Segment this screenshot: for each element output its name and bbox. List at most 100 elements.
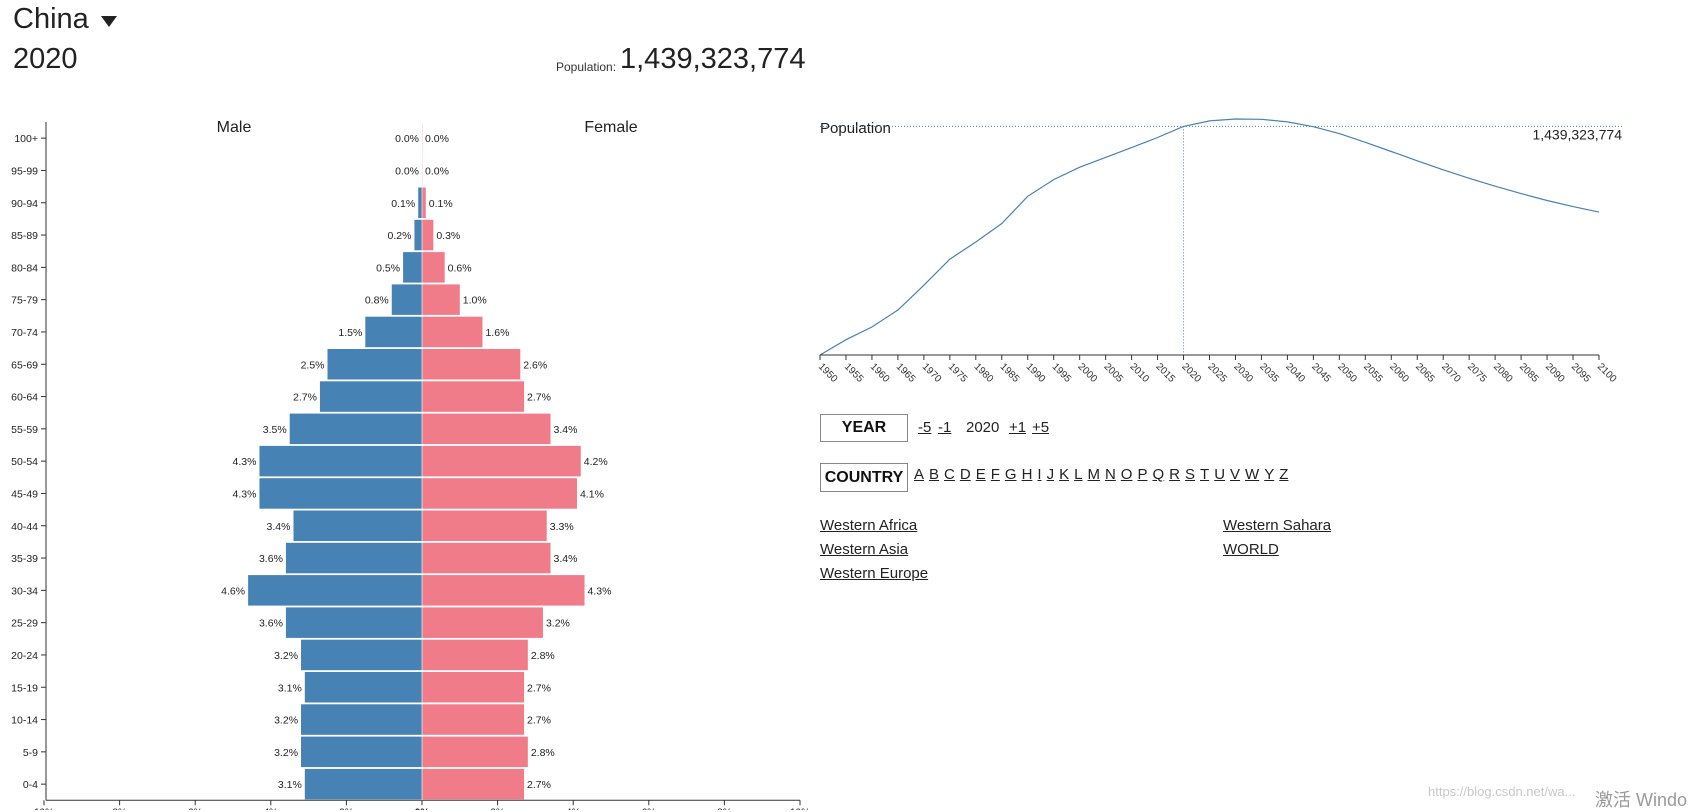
- year-tick-label: 2035: [1257, 361, 1281, 385]
- male-bar: [391, 284, 422, 315]
- letter-link-v[interactable]: V: [1230, 466, 1241, 483]
- letter-link-p[interactable]: P: [1137, 466, 1148, 483]
- letter-link-e[interactable]: E: [975, 466, 986, 483]
- x-tick-label: 4%: [264, 807, 279, 810]
- male-value-label: 4.6%: [221, 585, 245, 597]
- x-tick-label: 10%: [790, 807, 810, 810]
- year-tick-label: 1985: [998, 361, 1022, 385]
- female-bar: [422, 349, 521, 380]
- male-value-label: 0.1%: [391, 198, 415, 210]
- year-tick-label: 2050: [1335, 361, 1359, 385]
- letter-link-h[interactable]: H: [1021, 466, 1033, 483]
- female-value-label: 2.7%: [527, 779, 551, 791]
- letter-link-l[interactable]: L: [1074, 466, 1083, 483]
- letter-link-u[interactable]: U: [1214, 466, 1226, 483]
- letter-link-m[interactable]: M: [1087, 466, 1100, 483]
- letter-link-s[interactable]: S: [1185, 466, 1196, 483]
- age-group-label: 40-44: [11, 521, 38, 533]
- female-bar: [422, 639, 528, 671]
- age-group-label: 10-14: [11, 715, 38, 727]
- region-link-western-asia[interactable]: Western Asia: [820, 541, 909, 558]
- female-value-label: 3.4%: [554, 553, 578, 565]
- male-bar: [319, 381, 422, 412]
- female-bar: [422, 445, 581, 477]
- male-bar: [365, 316, 422, 348]
- letter-link-d[interactable]: D: [959, 466, 971, 483]
- watermark-url: https://blog.csdn.net/wa...: [1428, 784, 1576, 799]
- male-bar: [259, 478, 422, 509]
- year-minus1-link[interactable]: -1: [938, 419, 952, 436]
- year-tick-label: 2095: [1569, 361, 1593, 385]
- year-tick-label: 2055: [1361, 361, 1385, 385]
- female-bar: [422, 607, 543, 638]
- year-tick-label: 1970: [920, 361, 944, 385]
- letter-link-k[interactable]: K: [1059, 466, 1070, 483]
- male-bar: [301, 736, 422, 768]
- year-tick-label: 2000: [1076, 361, 1100, 385]
- year-tick-label: 1995: [1050, 361, 1074, 385]
- age-group-label: 5-9: [23, 747, 38, 759]
- letter-link-t[interactable]: T: [1200, 466, 1210, 483]
- year-plus1-link[interactable]: +1: [1009, 419, 1027, 436]
- male-bar: [285, 607, 422, 638]
- region-link-world[interactable]: WORLD: [1223, 541, 1279, 558]
- x-tick-label: 8%: [717, 807, 732, 810]
- age-group-label: 90-94: [11, 198, 38, 210]
- letter-link-w[interactable]: W: [1245, 466, 1260, 483]
- region-link-western-sahara[interactable]: Western Sahara: [1223, 517, 1332, 534]
- female-bar: [422, 284, 460, 315]
- letter-link-g[interactable]: G: [1004, 466, 1017, 483]
- year-tick-label: 1990: [1024, 361, 1048, 385]
- age-group-label: 100+: [14, 133, 38, 145]
- female-bar: [422, 704, 525, 735]
- male-value-label: 0.0%: [395, 133, 419, 145]
- male-bar: [414, 219, 422, 251]
- age-group-label: 85-89: [11, 230, 38, 242]
- age-group-label: 45-49: [11, 488, 38, 500]
- activation-watermark: 激活 Windo: [1595, 790, 1688, 810]
- year-tick-label: 2070: [1439, 361, 1463, 385]
- letter-link-z[interactable]: Z: [1279, 466, 1289, 483]
- male-value-label: 3.6%: [259, 618, 283, 630]
- letter-link-o[interactable]: O: [1120, 466, 1133, 483]
- year-plus5-link[interactable]: +5: [1032, 419, 1050, 436]
- year-tick-label: 2045: [1309, 361, 1333, 385]
- letter-link-n[interactable]: N: [1104, 466, 1116, 483]
- male-bar: [289, 413, 422, 445]
- year-tick-label: 1955: [842, 361, 866, 385]
- current-year: 2020: [966, 419, 1000, 436]
- letter-link-f[interactable]: F: [990, 466, 1000, 483]
- age-group-label: 30-34: [11, 585, 38, 597]
- letter-link-i[interactable]: I: [1037, 466, 1042, 483]
- year-tick-label: 2015: [1153, 361, 1177, 385]
- age-group-label: 25-29: [11, 618, 38, 630]
- letter-link-y[interactable]: Y: [1264, 466, 1275, 483]
- region-link-western-africa[interactable]: Western Africa: [820, 517, 918, 534]
- age-group-label: 20-24: [11, 650, 38, 662]
- year-tick-label: 1950: [816, 361, 840, 385]
- year-minus5-link[interactable]: -5: [918, 419, 932, 436]
- male-value-label: 4.3%: [233, 488, 257, 500]
- male-label: Male: [217, 119, 252, 136]
- country-selector[interactable]: China: [13, 3, 117, 36]
- letter-link-r[interactable]: R: [1169, 466, 1180, 483]
- year-tick-label: 2010: [1127, 361, 1151, 385]
- letter-link-b[interactable]: B: [929, 466, 940, 483]
- male-value-label: 2.7%: [293, 392, 317, 404]
- letter-link-q[interactable]: Q: [1152, 466, 1165, 483]
- female-bar: [422, 672, 525, 703]
- male-bar: [301, 639, 422, 671]
- year-tick-label: 2075: [1465, 361, 1489, 385]
- letter-link-a[interactable]: A: [914, 466, 925, 483]
- letter-link-c[interactable]: C: [944, 466, 955, 483]
- line-chart-title: Population: [820, 120, 891, 137]
- region-link-western-europe[interactable]: Western Europe: [820, 565, 929, 582]
- year-tick-label: 2020: [1179, 361, 1203, 385]
- female-bar: [422, 768, 525, 800]
- letter-link-j[interactable]: J: [1046, 466, 1055, 483]
- male-value-label: 3.6%: [259, 553, 283, 565]
- x-tick-label: 6%: [642, 807, 657, 810]
- year-tick-label: 2005: [1102, 361, 1126, 385]
- female-value-label: 0.6%: [448, 262, 472, 274]
